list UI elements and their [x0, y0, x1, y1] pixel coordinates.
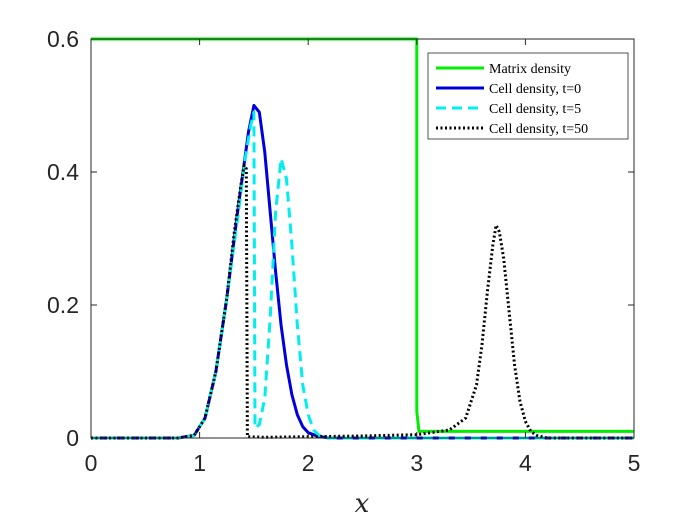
legend: Matrix density Cell density, t=0 Cell dens… [427, 52, 629, 140]
series-line-3 [91, 163, 634, 440]
x-tick-label: 2 [302, 450, 315, 476]
x-tick-label: 4 [519, 450, 532, 476]
y-tick-label: 0 [66, 425, 79, 451]
y-tick-label: 0.2 [47, 292, 79, 318]
x-tick-label: 3 [410, 450, 423, 476]
ticks-layer: 0 1 2 3 4 5 0 0.2 0.4 0.6 [47, 26, 640, 476]
x-tick-label: 0 [85, 450, 98, 476]
y-tick-label: 0.6 [47, 26, 79, 52]
x-tick-label: 1 [193, 450, 206, 476]
y-tick-label: 0.4 [47, 159, 79, 185]
series-line-1 [91, 104, 634, 440]
legend-label-1: Cell density, t=0 [489, 82, 581, 97]
x-axis-label: x [355, 489, 370, 519]
x-tick-label: 5 [628, 450, 641, 476]
series-line-2 [91, 110, 634, 440]
plot-frame [90, 38, 635, 439]
legend-label-2: Cell density, t=5 [489, 102, 581, 117]
legend-label-0: Matrix density [489, 62, 571, 77]
legend-label-3: Cell density, t=50 [489, 122, 588, 137]
